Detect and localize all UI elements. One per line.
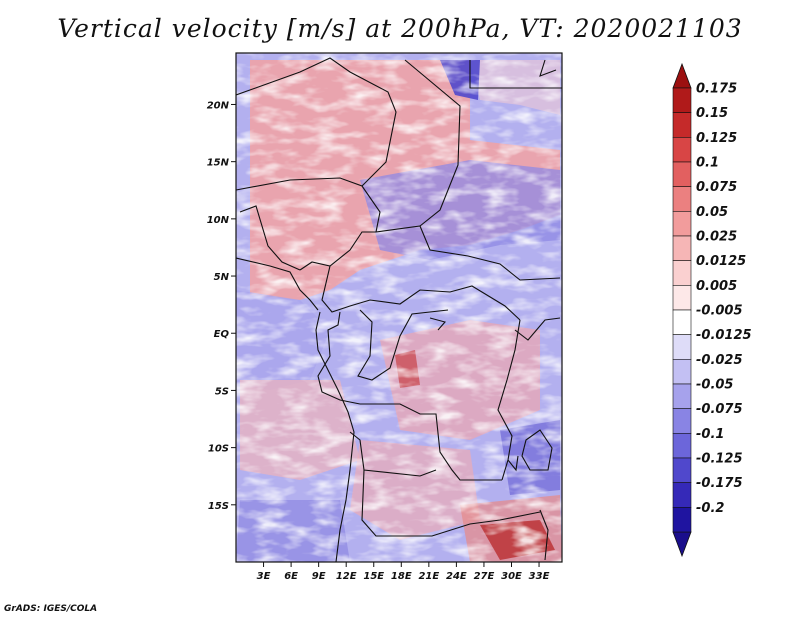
colorbar-top-arrow: [672, 62, 692, 89]
border-line: [507, 455, 519, 472]
colorbar-swatch: [672, 260, 692, 286]
lat-tick-label: 15S: [208, 501, 229, 512]
lon-tick-label: 3E: [257, 571, 271, 582]
coastline: [236, 257, 319, 311]
border-line: [469, 60, 562, 89]
lon-tick-label: 15E: [363, 571, 384, 582]
lat-tick-label: 10N: [207, 215, 230, 226]
border-line: [361, 469, 541, 537]
colorbar-label: 0.175: [696, 82, 737, 97]
lon-tick-label: 24E: [446, 571, 467, 582]
lon-tick-label: 18E: [391, 571, 412, 582]
colorbar-swatch: [672, 186, 692, 212]
lat-tick-label: EQ: [214, 329, 230, 340]
colorbar-label: -0.05: [696, 378, 733, 393]
colorbar-label: -0.1: [696, 427, 724, 442]
colorbar-swatch: [672, 309, 692, 335]
map-panel: [236, 53, 562, 562]
colorbar-label: -0.005: [696, 304, 743, 319]
colorbar-label: -0.2: [696, 501, 724, 516]
border-line: [236, 57, 397, 187]
lat-tick-label: 5N: [214, 272, 230, 283]
colorbar-swatch: [672, 457, 692, 483]
border-line: [239, 205, 301, 271]
colorbar-label: -0.025: [696, 353, 743, 368]
colorbar-swatch: [672, 137, 692, 163]
border-line: [299, 225, 561, 281]
lon-tick-label: 33E: [529, 571, 550, 582]
colorbar-label: 0.15: [696, 106, 728, 121]
border-line: [539, 59, 557, 77]
colorbar-swatch: [672, 87, 692, 113]
colorbar-swatch: [672, 112, 692, 138]
lon-tick-label: 27E: [474, 571, 495, 582]
border-line: [357, 309, 449, 381]
border-line: [360, 403, 502, 481]
lat-tick-label: 15N: [207, 158, 230, 169]
border-line: [521, 429, 553, 471]
colorbar-swatch: [672, 408, 692, 434]
colorbar-label: 0.1: [696, 156, 719, 171]
country-borders: [236, 57, 562, 562]
colorbar: 0.175 0.15 0.125 0.1 0.075 0.05 0.025 0.0125 0.0…: [672, 62, 752, 558]
colorbar-label: 0.025: [696, 230, 737, 245]
field-texture: [236, 53, 562, 562]
colorbar-label: -0.175: [696, 476, 743, 491]
lon-tick-label: 21E: [418, 571, 439, 582]
colorbar-label: 0.075: [696, 180, 737, 195]
colorbar-swatch: [672, 383, 692, 409]
colorbar-swatch: [672, 235, 692, 261]
colorbar-label: -0.125: [696, 452, 743, 467]
lat-tick-label: 20N: [207, 100, 230, 111]
colorbar-swatch: [672, 285, 692, 311]
colorbar-swatch: [672, 161, 692, 187]
border-line: [236, 177, 381, 233]
colorbar-swatch: [672, 334, 692, 360]
lat-tick-label: 10S: [208, 444, 229, 455]
lon-tick-label: 30E: [501, 571, 522, 582]
lon-tick-label: 6E: [284, 571, 298, 582]
border-line: [539, 509, 549, 561]
border-line: [321, 265, 521, 321]
colorbar-label: 0.05: [696, 205, 728, 220]
colorbar-label: 0.0125: [696, 254, 746, 269]
colorbar-swatch: [672, 211, 692, 237]
border-line: [317, 311, 361, 405]
grads-credit: GrADS: IGES/COLA: [4, 604, 98, 614]
colorbar-swatch: [672, 507, 692, 533]
lon-tick-label: 9E: [312, 571, 326, 582]
border-line: [404, 59, 461, 227]
colorbar-label: 0.125: [696, 131, 737, 146]
border-line: [514, 317, 561, 341]
map-frame: [235, 52, 563, 563]
colorbar-bottom-arrow: [672, 531, 692, 558]
longitude-axis: 3E 6E 9E 12E 15E 18E 21E 24E 27E 30E 33E: [257, 562, 550, 582]
colorbar-swatch: [672, 433, 692, 459]
latitude-axis: 20N 15N 10N 5N EQ 5S 10S 15S: [207, 100, 236, 512]
colorbar-swatch: [672, 482, 692, 508]
colorbar-label: -0.0125: [696, 328, 752, 343]
chart-title: Vertical velocity [m/s] at 200hPa, VT: 2…: [57, 14, 743, 43]
colorbar-label: -0.075: [696, 402, 743, 417]
lat-tick-label: 5S: [215, 386, 229, 397]
coastline: [315, 311, 355, 562]
lon-tick-label: 12E: [336, 571, 357, 582]
colorbar-label: 0.005: [696, 279, 737, 294]
colorbar-swatch: [672, 359, 692, 385]
coastline: [429, 317, 446, 331]
